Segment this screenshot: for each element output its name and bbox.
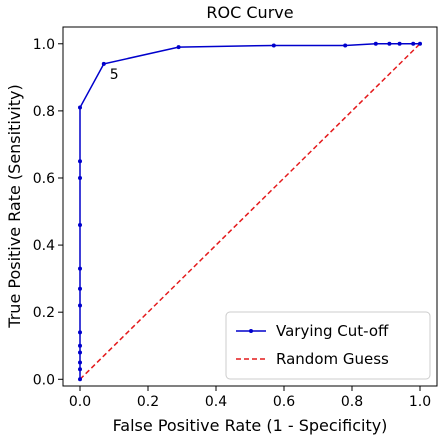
roc-point <box>343 43 348 48</box>
y-tick-label: 0.4 <box>33 238 55 254</box>
axis-ticks: 0.0 0.2 0.4 0.6 0.8 1.0 0.0 0.2 0.4 0.6 0.8 1.0 <box>33 37 431 410</box>
point-annotation: 5 <box>110 67 119 83</box>
roc-point <box>78 350 82 355</box>
x-tick-label: 0.4 <box>205 394 227 410</box>
roc-point <box>78 222 82 227</box>
roc-point <box>418 41 422 46</box>
y-tick-label: 0.0 <box>33 372 55 388</box>
roc-point <box>397 41 402 46</box>
roc-point <box>271 43 276 48</box>
legend-marker-varying-cutoff <box>249 329 253 333</box>
roc-point <box>411 41 416 46</box>
roc-point <box>78 367 82 372</box>
roc-point <box>176 45 181 50</box>
x-tick-label: 0.6 <box>273 394 295 410</box>
roc-curve-line <box>79 43 420 380</box>
roc-point <box>78 303 82 308</box>
legend: Varying Cut-off Random Guess <box>225 311 431 380</box>
x-tick-label: 0.8 <box>341 394 363 410</box>
chart-title: ROC Curve <box>206 3 293 22</box>
legend-label-varying-cutoff: Varying Cut-off <box>276 322 389 340</box>
roc-point <box>373 41 378 46</box>
x-tick-label: 0.2 <box>137 394 159 410</box>
plot-frame <box>62 26 438 387</box>
x-axis-label: False Positive Rate (1 - Specificity) <box>113 416 388 435</box>
y-tick-label: 0.8 <box>33 104 55 120</box>
roc-point <box>78 105 82 110</box>
roc-point <box>78 266 82 271</box>
roc-point <box>78 360 82 365</box>
roc-point <box>387 41 392 46</box>
y-tick-label: 1.0 <box>33 37 55 53</box>
roc-point <box>78 175 82 180</box>
legend-label-random-guess: Random Guess <box>276 350 389 368</box>
legend-box <box>225 311 431 380</box>
roc-point <box>101 61 106 66</box>
y-tick-label: 0.6 <box>33 171 55 187</box>
roc-point <box>78 159 82 164</box>
roc-point <box>78 286 82 291</box>
y-tick-label: 0.2 <box>33 305 55 321</box>
plot-area: 5 <box>78 41 422 382</box>
x-tick-label: 1.0 <box>409 394 431 410</box>
roc-point <box>78 377 82 382</box>
x-tick-label: 0.0 <box>69 394 91 410</box>
y-axis-label: True Positive Rate (Sensitivity) <box>5 84 24 328</box>
roc-point <box>78 330 82 335</box>
roc-point <box>78 343 82 348</box>
